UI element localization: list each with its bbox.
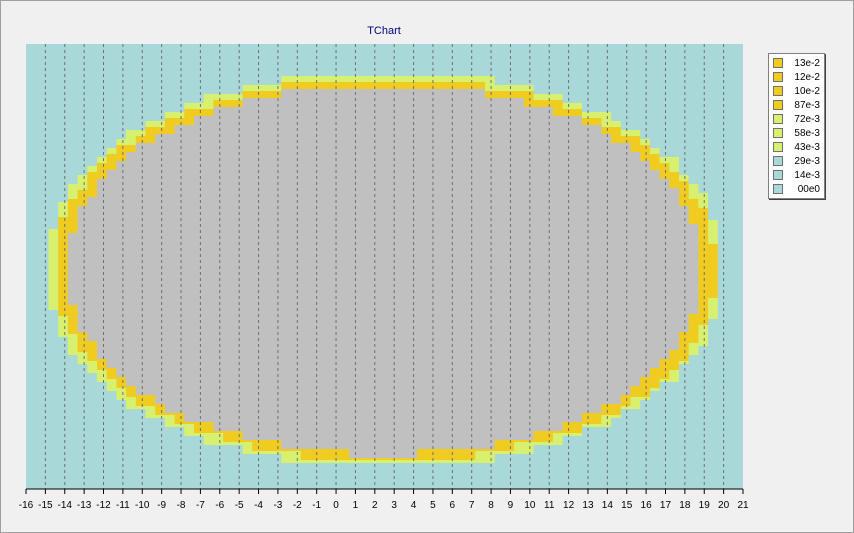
x-tick-label: 3 [391,500,397,511]
x-tick-label: 8 [488,500,494,511]
x-tick-label: 20 [718,500,730,511]
x-tick-label: 10 [524,500,536,511]
legend-label: 58e-3 [794,127,820,139]
legend-label: 29e-3 [794,155,820,167]
x-tick-label: 16 [641,500,653,511]
legend-label: 10e-2 [794,85,820,97]
legend-item: 12e-2 [769,70,824,84]
x-tick-label: 19 [699,500,711,511]
x-tick-label: 6 [450,500,456,511]
legend-label: 12e-2 [794,71,820,83]
legend-swatch [773,58,783,68]
x-tick-label: 11 [544,500,555,511]
x-tick-label: -16 [19,500,34,511]
x-tick-label: 18 [679,500,691,511]
x-tick-label: 17 [660,500,672,511]
legend-item: 43e-3 [769,140,824,154]
x-tick-label: 15 [621,500,633,511]
legend-swatch [773,100,783,110]
legend-item: 58e-3 [769,126,824,140]
legend-item: 87e-3 [769,98,824,112]
legend: 13e-2 12e-2 10e-2 87e-3 72e-3 58e-3 43e-3 29e-3… [768,53,825,199]
x-tick-label: -11 [116,500,130,511]
legend-swatch [773,170,783,180]
x-tick-label: -3 [273,500,282,511]
x-tick-label: 9 [508,500,514,511]
x-tick-label: -1 [312,500,321,511]
x-tick-label: -14 [58,500,73,511]
x-tick-label: 21 [737,500,749,511]
x-tick-label: 0 [333,500,339,511]
legend-label: 72e-3 [794,113,820,125]
legend-swatch [773,156,783,166]
chart-title: TChart [367,25,401,37]
legend-swatch [773,128,783,138]
legend-item: 72e-3 [769,112,824,126]
x-tick-label: 13 [582,500,594,511]
x-tick-label: -9 [157,500,166,511]
x-tick-label: -15 [38,500,53,511]
x-axis: -16 -15 -14 -13 -12 -11 -10 -9 -8 -7 -6 -5 -4 -3 -2 -1 0… [19,488,749,511]
legend-swatch [773,72,783,82]
legend-swatch [773,114,783,124]
x-tick-label: 4 [411,500,417,511]
x-tick-label: -8 [177,500,186,511]
x-tick-label: 12 [563,500,575,511]
x-tick-label: -7 [196,500,205,511]
legend-item: 13e-2 [769,56,824,70]
legend-item: 10e-2 [769,84,824,98]
x-tick-label: -2 [293,500,302,511]
legend-swatch [773,184,783,194]
legend-label: 87e-3 [794,99,820,111]
plot-area [26,44,743,489]
x-tick-label: -13 [77,500,92,511]
x-tick-label: -5 [235,500,244,511]
legend-item: 00e0 [769,182,824,196]
legend-item: 29e-3 [769,154,824,168]
x-tick-label: -6 [215,500,224,511]
legend-label: 14e-3 [794,169,820,181]
x-tick-label: 5 [430,500,436,511]
x-tick-label: -10 [135,500,150,511]
x-tick-label: -12 [96,500,111,511]
legend-label: 43e-3 [794,141,820,153]
x-tick-label: -4 [254,500,263,511]
x-tick-label: 1 [353,500,359,511]
legend-item: 14e-3 [769,168,824,182]
x-tick-label: 7 [469,500,475,511]
contour-interior [67,80,699,458]
x-tick-label: 2 [372,500,378,511]
legend-swatch [773,142,783,152]
x-tick-label: 14 [602,500,614,511]
legend-label: 13e-2 [794,57,820,69]
legend-swatch [773,86,783,96]
legend-label: 00e0 [797,183,820,195]
